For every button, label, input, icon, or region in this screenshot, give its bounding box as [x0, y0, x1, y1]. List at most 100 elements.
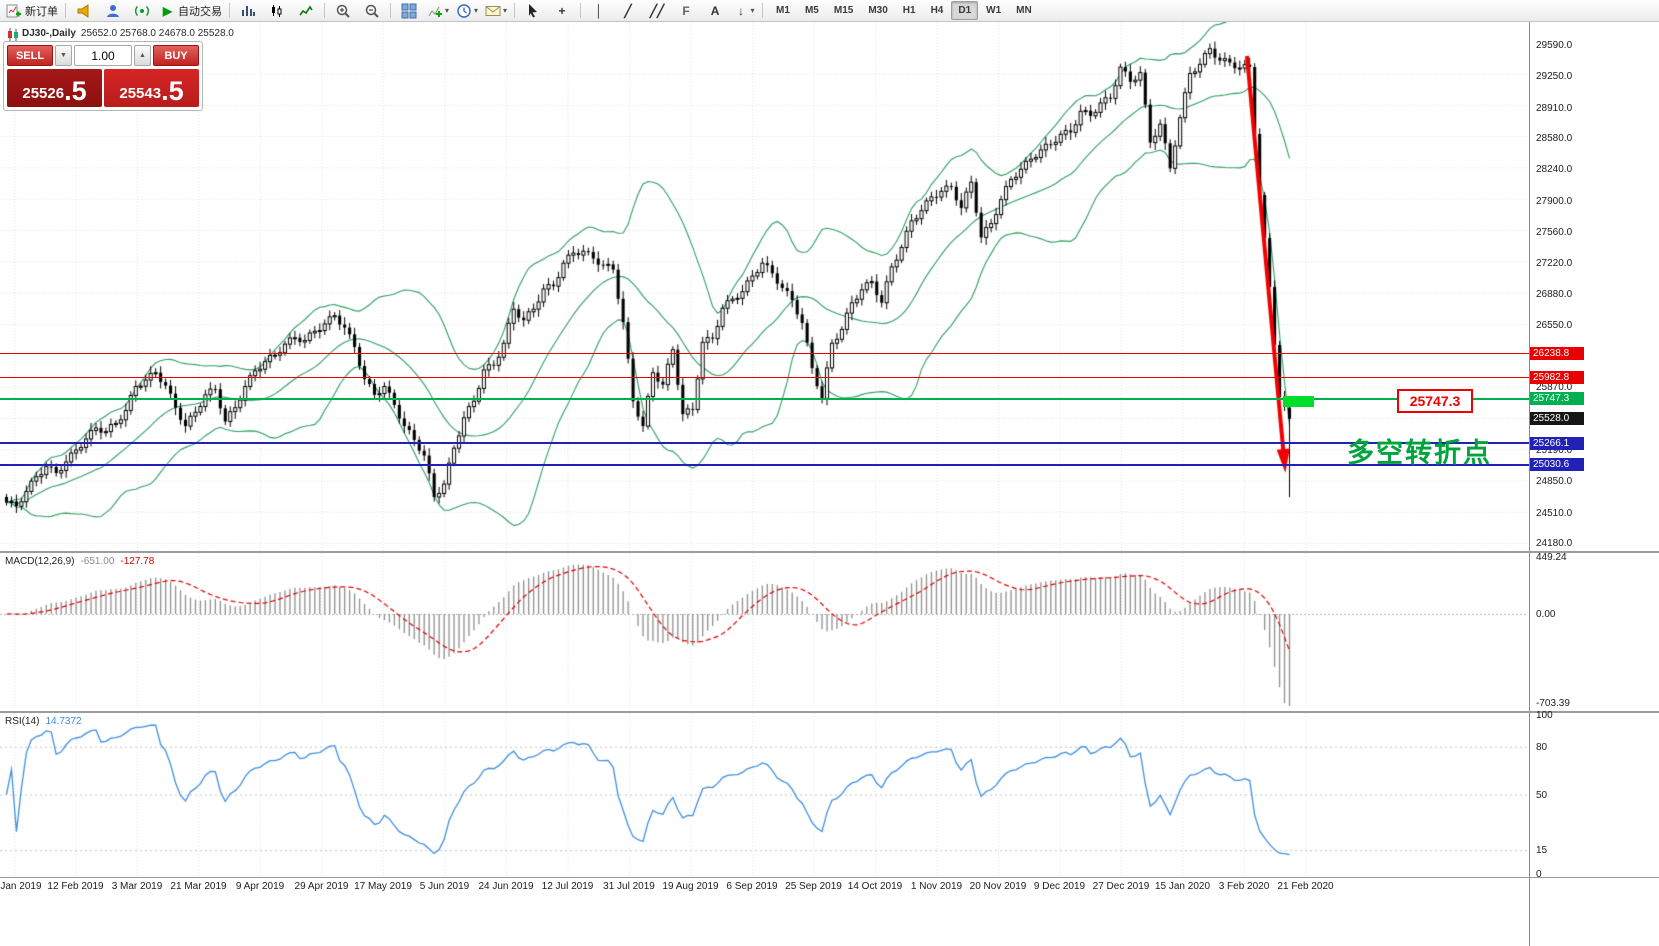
price-axis-label: 27900.0: [1536, 195, 1573, 207]
volume-input[interactable]: [74, 45, 132, 66]
periods-button[interactable]: ▾: [453, 1, 481, 21]
zoom-in-button[interactable]: [329, 1, 357, 21]
dropdown-arrow-icon: ▾: [474, 6, 479, 15]
timeframe-w1[interactable]: W1: [986, 5, 1002, 16]
macd-label: MACD(12,26,9) -651.00 -127.78: [5, 556, 154, 567]
time-axis-label: 9 Apr 2019: [235, 881, 285, 892]
time-axis-label: 31 Jul 2019: [603, 881, 655, 892]
chart-ohlc-values: 25652.0 25768.0 24678.0 25528.0: [80, 27, 234, 39]
sell-price-display[interactable]: 25526.5: [7, 69, 102, 107]
toolbar-separator: [229, 3, 230, 18]
horizontal-level-line[interactable]: [0, 352, 1529, 354]
zoom-out-button[interactable]: [358, 1, 386, 21]
timeframe-m30[interactable]: M30: [868, 5, 888, 16]
fibonacci-button[interactable]: F: [672, 1, 700, 21]
rsi-name: RSI(14): [5, 716, 40, 727]
arrows-tool-button[interactable]: ↓ ▾: [730, 1, 758, 21]
turning-point-annotation[interactable]: 多空转折点: [1347, 438, 1492, 468]
trendline-button[interactable]: ╱: [614, 1, 642, 21]
toolbar-separator: [324, 3, 325, 18]
time-axis-label: 3 Feb 2020: [1218, 881, 1270, 892]
chart-symbol-period: DJ30-,Daily: [22, 27, 76, 39]
horizontal-level-line[interactable]: [0, 397, 1529, 400]
timeframe-m1[interactable]: M1: [776, 5, 790, 16]
autotrading-button[interactable]: ▶ 自动交易: [157, 1, 225, 21]
time-axis-label: 21 Feb 2020: [1277, 881, 1334, 892]
timeframe-h4[interactable]: H4: [930, 5, 944, 16]
vertical-line-button[interactable]: │: [585, 1, 613, 21]
chart-caption: DJ30-,Daily 25652.0 25768.0 24678.0 2552…: [5, 27, 234, 42]
new-order-button[interactable]: 新订单: [3, 1, 61, 21]
rsi-axis-label: 80: [1536, 741, 1548, 753]
panel-separator[interactable]: [0, 551, 1659, 553]
signal-icon: [134, 3, 150, 19]
rsi-label: RSI(14) 14.7372: [5, 716, 82, 727]
line-chart-icon: [298, 3, 314, 19]
candlestick-chart-button[interactable]: [263, 1, 291, 21]
crosshair-button[interactable]: +: [548, 1, 576, 21]
bar-chart-button[interactable]: [234, 1, 262, 21]
price-axis-label: 28580.0: [1536, 132, 1573, 144]
sell-price-frac: .5: [64, 76, 87, 106]
timeframe-m15[interactable]: M15: [833, 5, 854, 16]
price-axis-label: 28910.0: [1536, 102, 1573, 114]
signals-button[interactable]: [128, 1, 156, 21]
buy-price-display[interactable]: 25543.5: [104, 69, 199, 107]
toolbar-separator: [65, 3, 66, 18]
sell-button[interactable]: SELL: [7, 45, 53, 66]
toolbar: 新订单 ▶ 自动交易: [0, 0, 1659, 22]
profiles-button[interactable]: [99, 1, 127, 21]
line-chart-button[interactable]: [292, 1, 320, 21]
price-tag: 26238.8: [1530, 346, 1584, 360]
text-tool-button[interactable]: A: [701, 1, 729, 21]
time-axis-label: 21 Mar 2019: [170, 881, 227, 892]
horizontal-level-line[interactable]: [0, 442, 1529, 445]
timeframe-d1[interactable]: D1: [951, 1, 979, 20]
horizontal-level-line[interactable]: [0, 376, 1529, 378]
one-click-trading-widget: SELL ▼ ▲ BUY 25526.5 25543.5: [3, 41, 203, 111]
templates-button[interactable]: ▾: [482, 1, 510, 21]
cursor-button[interactable]: [519, 1, 547, 21]
price-axis-label: 24180.0: [1536, 538, 1573, 549]
tile-windows-icon: [401, 3, 417, 19]
price-axis-label: 29250.0: [1536, 71, 1573, 83]
time-axis-label: 1 Nov 2019: [910, 881, 963, 892]
time-axis-label: 15 Jan 2020: [1154, 881, 1211, 892]
timeframe-h1[interactable]: H1: [902, 5, 916, 16]
autotrading-label: 自动交易: [178, 5, 222, 18]
channel-button[interactable]: ╱╱: [643, 1, 671, 21]
chart-symbol-icon: [5, 27, 18, 42]
publisher-button[interactable]: [70, 1, 98, 21]
new-order-label: 新订单: [25, 5, 58, 18]
price-callout-label[interactable]: 25747.3: [1397, 389, 1473, 413]
horizontal-level-line[interactable]: [0, 463, 1529, 466]
play-icon: ▶: [162, 3, 173, 18]
timeframe-toolbar: M1 M5 M15 M30 H1 H4 D1 W1 MN: [769, 1, 1039, 20]
cursor-icon: [525, 3, 541, 19]
toolbar-separator: [762, 3, 764, 18]
macd-panel-canvas[interactable]: [0, 553, 1528, 709]
price-tag: 25266.1: [1530, 436, 1584, 450]
support-highlight-rectangle[interactable]: [1283, 396, 1314, 407]
main-chart-canvas[interactable]: [0, 22, 1528, 551]
price-tag: 25528.0: [1530, 412, 1584, 426]
volume-decrease-button[interactable]: ▼: [55, 45, 72, 66]
time-axis-label: 12 Feb 2019: [47, 881, 104, 892]
volume-increase-button[interactable]: ▲: [134, 45, 151, 66]
timeframe-mn[interactable]: MN: [1016, 5, 1032, 16]
panel-separator[interactable]: [0, 711, 1659, 713]
timeframe-m5[interactable]: M5: [804, 5, 819, 16]
time-axis-separator: [0, 877, 1659, 878]
tile-windows-button[interactable]: [395, 1, 423, 21]
rsi-axis-label: 50: [1536, 789, 1548, 801]
buy-button[interactable]: BUY: [153, 45, 199, 66]
indicators-button[interactable]: ▾: [424, 1, 452, 21]
price-axis-label: 25190.0: [1536, 445, 1573, 457]
new-order-icon: [6, 3, 22, 19]
arrow-tool-icon: ↓: [738, 3, 745, 18]
macd-axis-label: 449.24: [1536, 552, 1567, 563]
macd-axis-label: 0.00: [1536, 609, 1556, 620]
time-axis-label: 14 Oct 2019: [847, 881, 903, 892]
time-axis-label: 9 Dec 2019: [1033, 881, 1086, 892]
rsi-panel-canvas[interactable]: [0, 713, 1528, 876]
